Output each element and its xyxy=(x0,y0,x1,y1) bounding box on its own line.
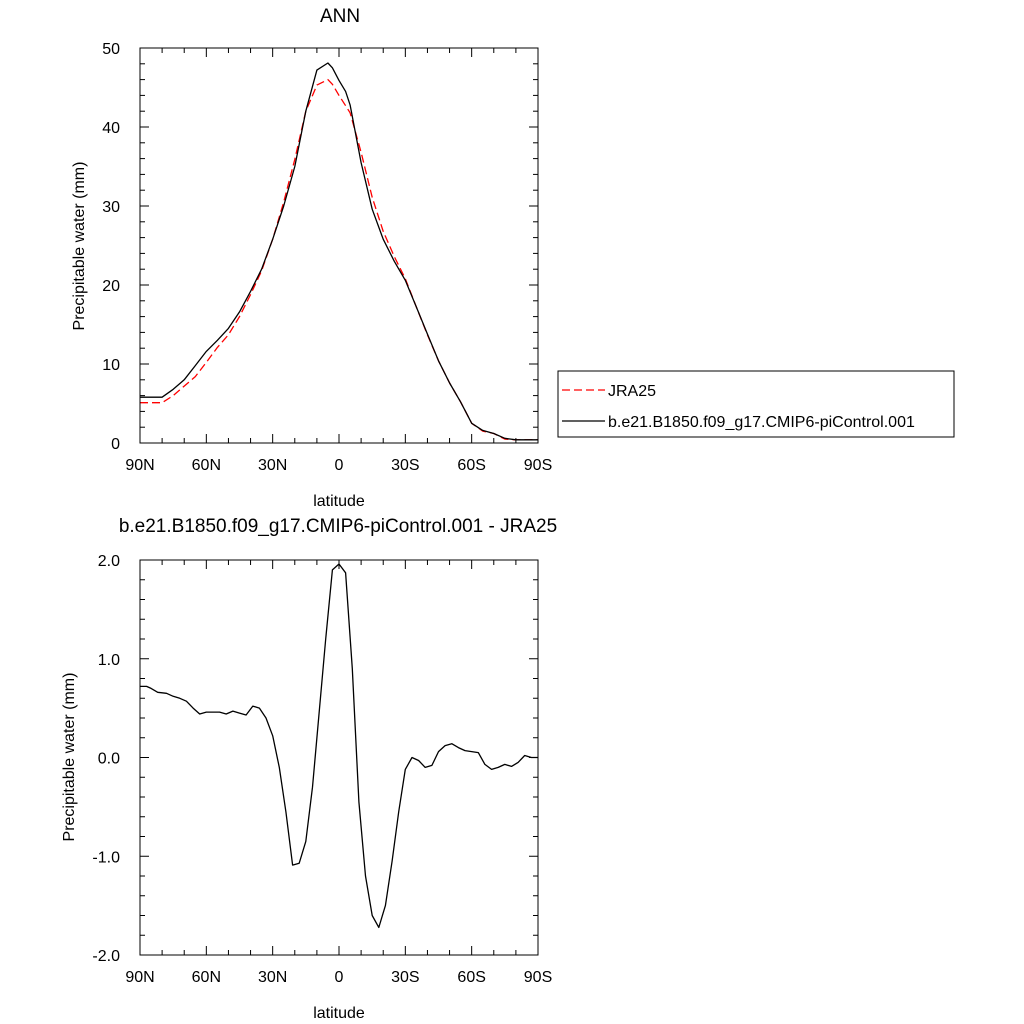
bottom-y-axis-label: Precipitable water (mm) xyxy=(61,673,78,842)
top-plot-area: 90N 60N 30N 0 30S 60S 90S 0 10 20 30 40 50 xyxy=(102,41,552,474)
bottom-x-tick-label: 90N xyxy=(125,969,154,986)
top-x-axis-label: latitude xyxy=(313,493,365,510)
bottom-x-tick-label: 30S xyxy=(391,969,419,986)
top-y-tick-label: 40 xyxy=(102,120,120,137)
legend-label-case: b.e21.B1850.f09_g17.CMIP6-piControl.001 xyxy=(608,414,915,431)
top-y-tick-label: 10 xyxy=(102,357,120,374)
bottom-plot-frame xyxy=(139,559,539,956)
top-panel: ANN 90N 60N 30N 0 30S 60S 90S 0 10 20 30 40 50 latit… xyxy=(71,6,955,510)
bottom-x-tick-label: 90S xyxy=(524,969,552,986)
top-x-tick-label: 30N xyxy=(258,457,287,474)
top-x-tick-label: 90N xyxy=(125,457,154,474)
top-y-tick-label: 20 xyxy=(102,278,120,295)
top-x-tick-label: 60N xyxy=(192,457,221,474)
bottom-x-axis-label: latitude xyxy=(313,1005,365,1022)
top-x-tick-label: 90S xyxy=(524,457,552,474)
legend-box xyxy=(557,370,955,438)
bottom-y-tick-label: -1.0 xyxy=(92,849,120,866)
bottom-y-tick-label: 2.0 xyxy=(98,553,120,570)
top-chart-title: ANN xyxy=(320,6,360,27)
top-y-tick-label: 50 xyxy=(102,41,120,58)
bottom-y-tick-label: 1.0 xyxy=(98,652,120,669)
bottom-chart-title: b.e21.B1850.f09_g17.CMIP6-piControl.001 … xyxy=(119,516,557,537)
bottom-x-tick-label: 60N xyxy=(192,969,221,986)
top-x-tick-label: 60S xyxy=(457,457,485,474)
bottom-x-tick-label: 0 xyxy=(335,969,344,986)
bottom-x-tick-label: 30N xyxy=(258,969,287,986)
top-series-line-case xyxy=(140,62,538,441)
top-series-line-jra25 xyxy=(140,78,538,441)
bottom-x-tick-label: 60S xyxy=(457,969,485,986)
bottom-series-line-case xyxy=(140,563,538,929)
bottom-plot-area: 90N 60N 30N 0 30S 60S 90S -2.0 -1.0 0.0 1.0 2.0 xyxy=(92,553,552,986)
bottom-y-tick-label: 0.0 xyxy=(98,751,120,768)
top-y-tick-label: 30 xyxy=(102,199,120,216)
legend-label-jra25: JRA25 xyxy=(608,383,656,400)
top-x-tick-label: 0 xyxy=(335,457,344,474)
top-y-tick-label: 0 xyxy=(111,436,120,453)
bottom-y-tick-label: -2.0 xyxy=(92,948,120,965)
top-x-tick-label: 30S xyxy=(391,457,419,474)
bottom-panel: b.e21.B1850.f09_g17.CMIP6-piControl.001 … xyxy=(61,516,557,1022)
top-y-axis-label: Precipitable water (mm) xyxy=(71,162,88,331)
top-plot-frame xyxy=(139,47,539,444)
top-legend: JRA25 b.e21.B1850.f09_g17.CMIP6-piContro… xyxy=(557,370,955,438)
